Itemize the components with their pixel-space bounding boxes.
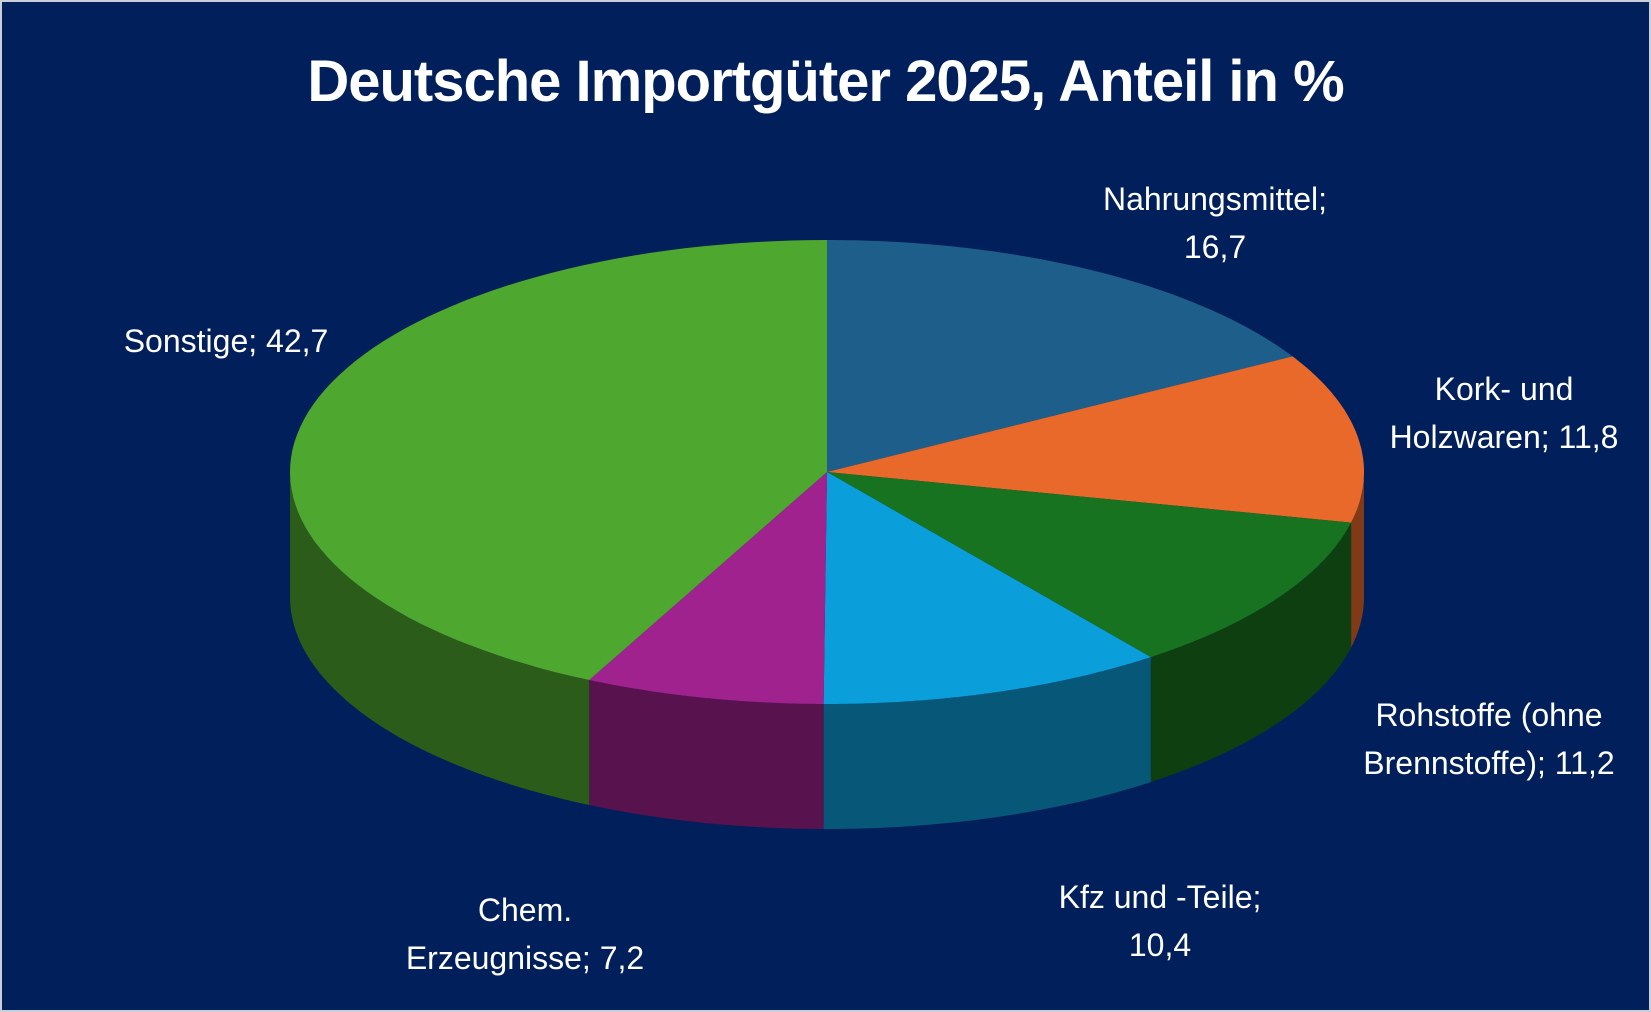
data-label: Nahrungsmittel; 16,7 <box>1080 175 1350 271</box>
slice-side <box>290 472 590 805</box>
data-label: Sonstige; 42,7 <box>66 317 386 365</box>
slice-side <box>589 680 824 829</box>
category-name: Sonstige <box>123 323 249 359</box>
value-label: 42,7 <box>266 323 329 359</box>
category-name: Nahrungsmittel <box>1102 181 1319 217</box>
label-separator: ; <box>1537 745 1546 781</box>
value-label: 16,7 <box>1183 229 1247 265</box>
data-label: Kfz und -Teile; 10,4 <box>1030 873 1290 969</box>
value-label: 10,4 <box>1128 927 1192 963</box>
value-label: 11,2 <box>1554 745 1615 781</box>
data-label: Kork- und Holzwaren; 11,8 <box>1369 365 1639 461</box>
slice <box>589 472 827 704</box>
label-separator: ; <box>248 323 258 359</box>
slice-side <box>1150 522 1352 783</box>
slice <box>827 356 1364 523</box>
category-name: Chem. Erzeugnisse <box>405 892 582 976</box>
label-separator: ; <box>1252 879 1262 915</box>
data-label: Chem. Erzeugnisse; 7,2 <box>395 886 655 982</box>
category-name: Rohstoffe (ohne Brennstoffe) <box>1363 697 1603 781</box>
slice-side <box>1351 472 1364 648</box>
label-separator: ; <box>581 940 591 976</box>
value-label: 7,2 <box>599 940 645 976</box>
slice <box>827 240 1293 472</box>
category-name: Kfz und -Teile <box>1058 879 1253 915</box>
value-label: 11,8 <box>1558 419 1619 455</box>
slice <box>290 240 827 680</box>
data-label: Rohstoffe (ohne Brennstoffe); 11,2 <box>1339 691 1639 787</box>
slice-side <box>823 657 1151 829</box>
label-separator: ; <box>1540 419 1550 455</box>
slice <box>823 472 1151 704</box>
label-separator: ; <box>1318 181 1328 217</box>
slice <box>827 472 1352 658</box>
category-name: Kork- und Holzwaren <box>1389 371 1574 455</box>
chart-title: Deutsche Importgüter 2025, Anteil in % <box>307 49 1344 114</box>
